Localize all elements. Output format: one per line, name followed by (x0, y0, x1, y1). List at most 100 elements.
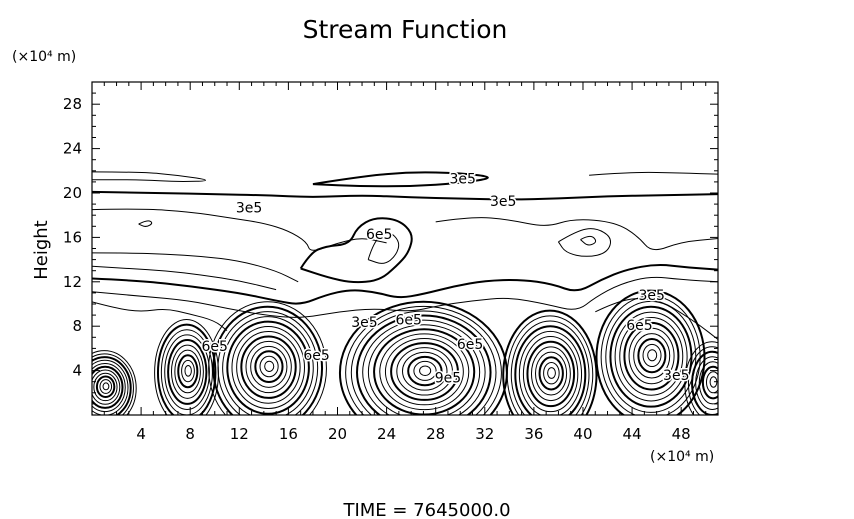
contour-label-11: 9e5 (435, 370, 461, 386)
x-tick-label: 44 (623, 425, 642, 443)
vortex-4-contour-2 (543, 361, 560, 385)
vortex-2-contour-9 (226, 320, 310, 415)
vortex-1-contour-5 (170, 344, 204, 399)
vortex-6-contour-4 (698, 361, 718, 405)
vortex-3-contour-4 (402, 351, 448, 391)
contour-line-15 (92, 301, 228, 331)
contour-line-2 (92, 171, 206, 183)
vortex-2-contour-10 (222, 316, 314, 415)
y-tick-label: 24 (63, 140, 82, 158)
contour-line-16 (595, 298, 718, 340)
y-unit-label: (×10⁴ m) (12, 49, 76, 65)
contour-line-10 (435, 217, 718, 251)
contour-line-3 (589, 171, 718, 176)
y-tick-label: 8 (72, 317, 82, 335)
x-tick-label: 40 (573, 425, 592, 443)
vortex-0-contour-3 (95, 375, 116, 399)
vortex-1-contour-7 (164, 334, 210, 410)
vortex-2-contour-4 (250, 345, 288, 388)
contour-line-11 (92, 252, 299, 283)
vortex-5-contour-3 (637, 337, 667, 374)
contour-label-5: 6e5 (395, 313, 421, 329)
vortex-3-contour-7 (384, 337, 464, 406)
vortex-5-contour-2 (642, 343, 662, 368)
vortex-6-contour-6 (691, 350, 718, 415)
x-unit-label: (×10⁴ m) (650, 449, 714, 465)
contour-line-4 (138, 220, 153, 227)
plot-frame (91, 81, 719, 416)
vortex-1-contour-1 (184, 364, 192, 377)
vortex-2-contour-5 (245, 340, 292, 394)
vortex-2-contour-3 (254, 350, 284, 384)
x-tick-label: 4 (136, 425, 146, 443)
vortex-4-contour-12 (502, 309, 598, 415)
x-tick-label: 16 (279, 425, 298, 443)
contour-label-4: 3e5 (351, 315, 377, 331)
x-tick-label: 28 (426, 425, 445, 443)
vortex-5-contour-5 (628, 327, 675, 385)
vortex-0-contour-10 (92, 353, 134, 415)
vortex-3-contour-5 (396, 347, 453, 396)
chart-title: Stream Function (303, 15, 508, 44)
contour-label-9: 6e5 (457, 337, 483, 353)
vortex-0-contour-11 (92, 350, 137, 415)
vortex-3-contour-2 (413, 360, 437, 381)
vortex-0-contour-7 (92, 363, 126, 413)
vortex-1-contour-2 (181, 359, 195, 383)
vortex-6-contour-5 (695, 356, 718, 410)
vortex-1-contour-9 (156, 323, 217, 415)
vortex-1-contour-6 (167, 338, 208, 405)
vortex-0-contour-9 (92, 356, 132, 415)
y-tick-label: 12 (63, 273, 82, 291)
x-tick-label: 24 (377, 425, 396, 443)
contour-label-6: 6e5 (626, 318, 652, 334)
vortex-2-contour-13 (208, 301, 327, 415)
vortex-5-contour-12 (595, 289, 706, 415)
vortex-5-contour-1 (647, 349, 658, 362)
vortex-5-contour-11 (600, 295, 701, 415)
vortex-5-contour-4 (633, 333, 671, 379)
y-tick-label: 4 (72, 362, 82, 380)
vortex-4-contour-8 (518, 330, 583, 415)
vortex-2-contour-8 (231, 326, 305, 410)
vortex-4-contour-7 (522, 336, 579, 413)
vortex-0-contour-4 (93, 372, 118, 402)
x-tick-label: 36 (524, 425, 543, 443)
vortex-0-contour-2 (99, 379, 113, 394)
contour-line-1 (312, 171, 489, 188)
contour-line-14 (92, 265, 277, 291)
contour-label-12: 3e5 (663, 368, 689, 384)
y-axis-label: Height (31, 220, 52, 280)
vortex-4-contour-11 (506, 315, 594, 415)
x-tick-label: 12 (230, 425, 249, 443)
vortex-4-contour-6 (526, 340, 576, 408)
vortex-0-contour-5 (92, 369, 121, 405)
contour-label-8: 6e5 (303, 348, 329, 364)
contour-line-6 (299, 217, 413, 284)
contour-layer (92, 171, 718, 415)
contour-label-layer: 3e5 3e5 3e5 6e5 3e5 6e5 6e5 3e5 6e5 6e5 6e5 9e5 3e5 (200, 170, 691, 388)
vortex-2-contour-1 (264, 360, 275, 372)
vortex-0-contour-1 (102, 382, 110, 391)
x-tick-label: 48 (672, 425, 691, 443)
contour-label-10: 6e5 (202, 339, 228, 355)
contour-label-2: 3e5 (490, 194, 516, 210)
contour-line-5 (92, 208, 387, 251)
x-tick-label: 8 (185, 425, 195, 443)
vortex-6-contour-7 (687, 346, 718, 415)
contour-label-7: 3e5 (638, 288, 664, 304)
vortex-4-contour-4 (535, 351, 568, 396)
vortex-3-contour-11 (362, 319, 486, 415)
contour-line-13 (92, 276, 718, 318)
y-tick-label: 28 (63, 95, 82, 113)
contour-line-9 (580, 235, 597, 246)
vortex-6-contour-8 (684, 341, 718, 415)
x-tick-label: 20 (328, 425, 347, 443)
time-label: TIME = 7645000.0 (342, 500, 510, 519)
vortex-4-contour-9 (514, 325, 587, 415)
contour-line-0 (92, 190, 718, 201)
vortex-0-contour-8 (92, 359, 129, 415)
vortex-3-contour-3 (407, 355, 443, 387)
vortex-2-contour-6 (240, 335, 297, 399)
